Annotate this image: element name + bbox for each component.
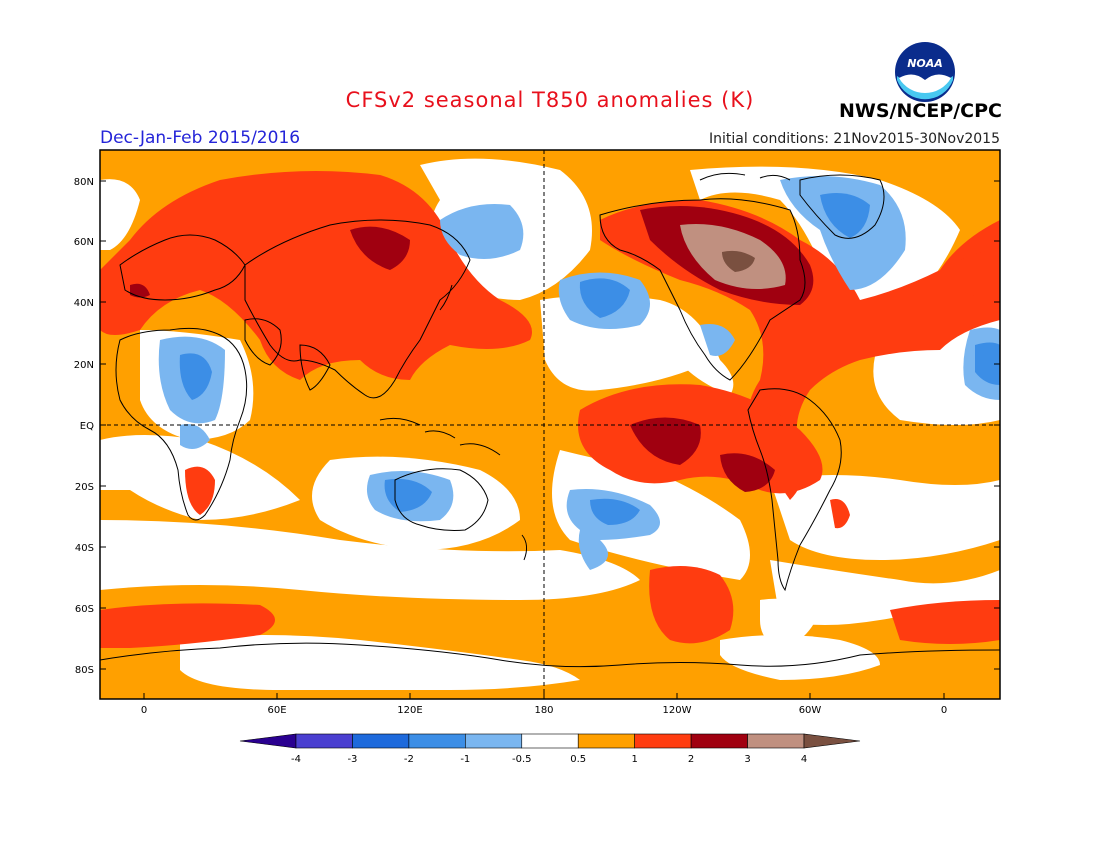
- colorbar-segment: [352, 733, 410, 749]
- colorbar-label: 2: [688, 754, 694, 765]
- lon-label: 120W: [663, 705, 692, 716]
- coastlines: [100, 172, 1000, 668]
- lat-label: 80S: [75, 665, 94, 676]
- lat-label: 60S: [75, 604, 94, 615]
- colorbar-label: -0.5: [512, 754, 532, 765]
- colorbar-label: 4: [801, 754, 807, 765]
- colorbar-label: -2: [404, 754, 414, 765]
- anomaly-field: [100, 150, 1000, 699]
- lat-label: 80N: [74, 177, 94, 188]
- lat-label: EQ: [80, 421, 94, 432]
- colorbar-segment: [521, 733, 579, 749]
- svg-text:NOAA: NOAA: [907, 57, 943, 70]
- colorbar-label: -3: [347, 754, 357, 765]
- colorbar-label: 0.5: [570, 754, 586, 765]
- colorbar-label: -1: [460, 754, 470, 765]
- agency-label: NWS/NCEP/CPC: [839, 100, 1002, 122]
- lon-label: 0: [141, 705, 147, 716]
- lon-label: 60W: [799, 705, 822, 716]
- lat-label: 40N: [74, 298, 94, 309]
- colorbar-arrow-high: [803, 733, 861, 749]
- colorbar-segment: [408, 733, 466, 749]
- colorbar-segment: [295, 733, 353, 749]
- noaa-logo: NOAA: [895, 42, 955, 102]
- latitude-labels: 80N 60N 40N 20N EQ 20S 40S 60S 80S: [74, 177, 1000, 676]
- initial-conditions-label: Initial conditions: 21Nov2015-30Nov2015: [709, 131, 1000, 147]
- lon-label: 180: [534, 705, 553, 716]
- colorbar-segment: [747, 733, 805, 749]
- lon-label: 60E: [267, 705, 286, 716]
- colorbar-label: -4: [291, 754, 301, 765]
- lon-label: 120E: [397, 705, 422, 716]
- lat-label: 20S: [75, 482, 94, 493]
- lat-label: 20N: [74, 360, 94, 371]
- colorbar-segment: [634, 733, 692, 749]
- season-label: Dec-Jan-Feb 2015/2016: [100, 128, 301, 148]
- lon-label: 0: [941, 705, 947, 716]
- lat-label: 40S: [75, 543, 94, 554]
- colorbar-segment: [577, 733, 635, 749]
- colorbar-label: 3: [744, 754, 750, 765]
- colorbar-label: 1: [631, 754, 637, 765]
- lat-label: 60N: [74, 237, 94, 248]
- colorbar: -4 -3 -2 -1 -0.5 0.5 1 2 3 4: [239, 733, 861, 765]
- colorbar-arrow-low: [239, 733, 297, 749]
- colorbar-segment: [465, 733, 523, 749]
- map-title: CFSv2 seasonal T850 anomalies (K): [345, 88, 755, 112]
- colorbar-segment: [690, 733, 748, 749]
- longitude-labels: 0 60E 120E 180 120W 60W 0: [141, 693, 947, 716]
